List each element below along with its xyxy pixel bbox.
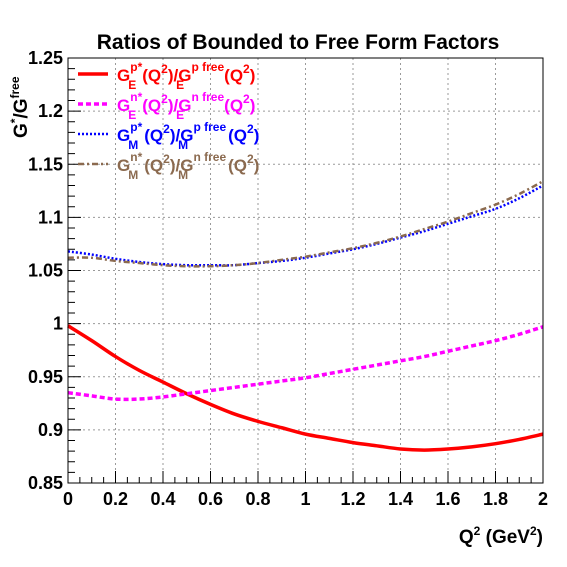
y-tick-label: 0.85 (28, 473, 63, 493)
y-tick-label: 1.2 (38, 101, 63, 121)
x-tick-label: 0.4 (150, 489, 175, 509)
legend-label-GEp: Gp* E (Q2)/Gp free E (Q2) (117, 60, 255, 92)
chart-title: Ratios of Bounded to Free Form Factors (97, 31, 500, 54)
legend: Gp* E (Q2)/Gp free E (Q2)Gn* E (Q2)/Gn free E (Q… (78, 60, 259, 182)
series-line-GMn (67, 180, 544, 268)
series-layer (67, 180, 544, 452)
x-tick-label: 0 (63, 489, 73, 509)
legend-label-GEn: Gn* E (Q2)/Gn free E (Q2) (117, 90, 255, 122)
x-tick-label: 2 (538, 489, 548, 509)
y-tick-label: 1.15 (28, 154, 63, 174)
series-line-GEn (67, 325, 544, 402)
tick-marks (67, 57, 544, 484)
series-line-GEp (67, 324, 544, 452)
y-tick-label: 1 (53, 314, 63, 334)
x-tick-label: 1.4 (388, 489, 413, 509)
x-tick-label: 1.2 (340, 489, 365, 509)
y-tick-label: 0.9 (38, 420, 63, 440)
y-tick-label: 1.05 (28, 261, 63, 281)
x-tick-labels: 0 0.2 0.4 0.6 0.8 1 1.2 1.4 1.6 1.8 2 (63, 489, 548, 509)
y-tick-label: 0.95 (28, 367, 63, 387)
x-tick-label: 0.6 (198, 489, 223, 509)
y-tick-label: 1.25 (28, 48, 63, 68)
grid (68, 58, 543, 483)
x-axis-label: Q2 (GeV2) (459, 524, 543, 548)
x-tick-label: 1 (300, 489, 310, 509)
x-tick-label: 1.6 (435, 489, 460, 509)
y-tick-labels: 0.85 0.9 0.95 1 1.05 1.1 1.15 1.2 1.25 (28, 48, 63, 493)
x-tick-label: 0.8 (245, 489, 270, 509)
x-tick-label: 0.2 (103, 489, 128, 509)
y-tick-label: 1.1 (38, 207, 63, 227)
y-axis-label: G*/Gfree (8, 76, 32, 138)
legend-label-GMn: Gn* M (Q2)/Gn free M (Q2) (117, 150, 259, 182)
legend-label-GMp: Gp* M (Q2)/Gp free M (Q2) (117, 120, 259, 152)
x-tick-label: 1.8 (483, 489, 508, 509)
